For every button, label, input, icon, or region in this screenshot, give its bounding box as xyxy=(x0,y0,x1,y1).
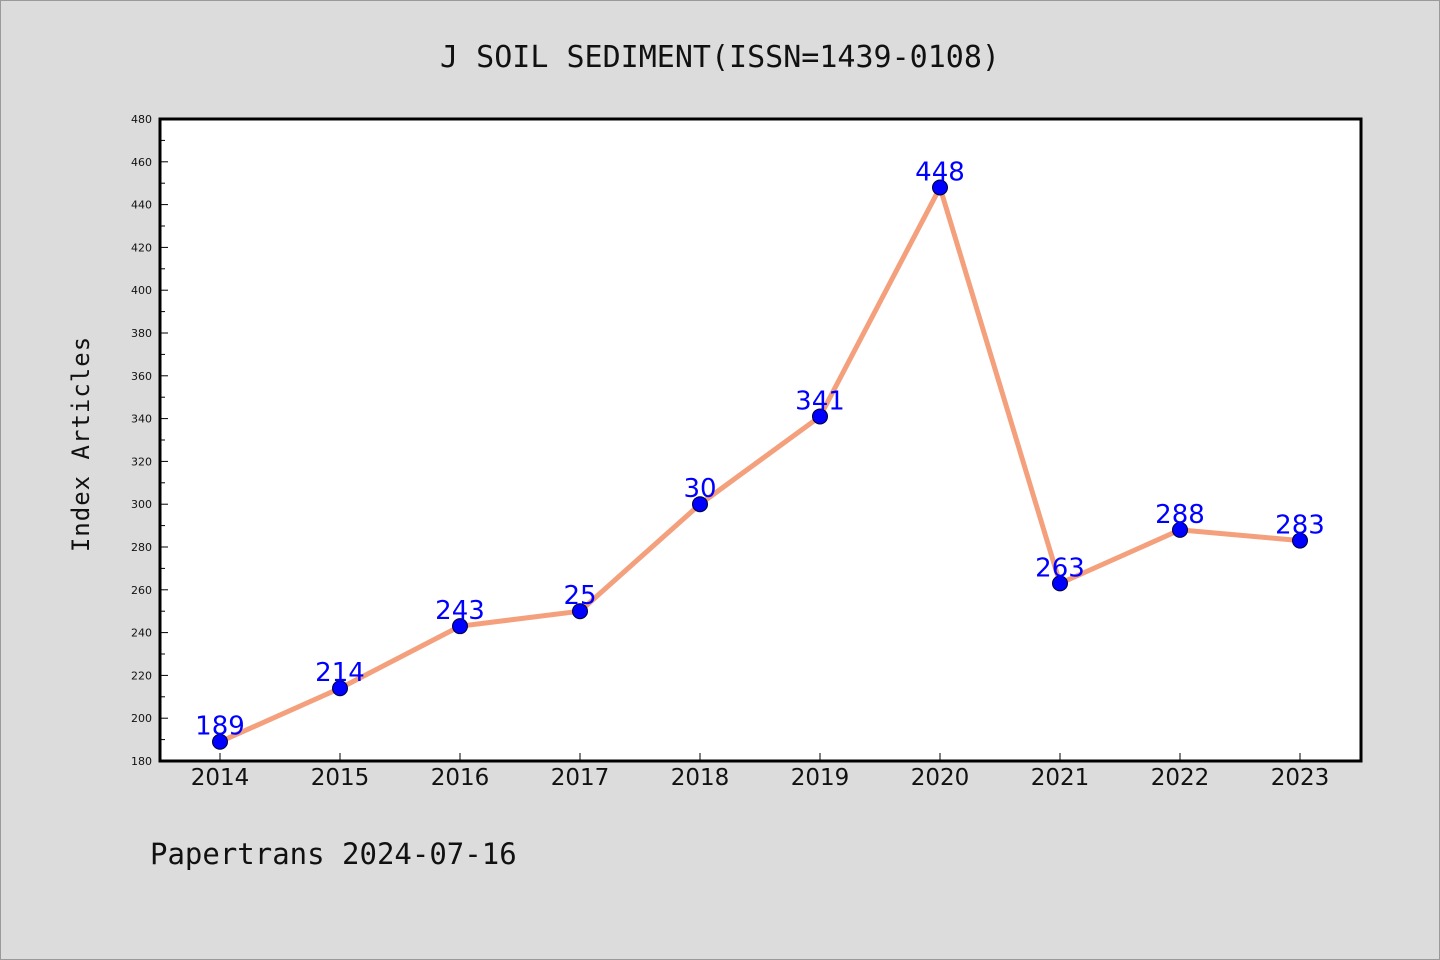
x-tick-label: 2022 xyxy=(1151,765,1210,791)
data-point xyxy=(452,618,468,635)
series-line-segment xyxy=(217,685,343,745)
y-tick-label: 280 xyxy=(131,541,152,554)
data-point xyxy=(1052,575,1068,592)
y-tick-label: 400 xyxy=(131,284,152,297)
data-point xyxy=(812,408,828,425)
series-line-segment xyxy=(937,184,1063,586)
data-label: 448 xyxy=(915,157,965,187)
x-tick-label: 2017 xyxy=(551,765,610,791)
data-label: 214 xyxy=(315,658,365,688)
data-label: 30 xyxy=(683,474,716,504)
x-tick-label: 2014 xyxy=(191,765,250,791)
footer-watermark: Papertrans 2024-07-16 xyxy=(150,837,517,871)
plot-area xyxy=(158,117,1363,763)
data-point xyxy=(212,733,228,750)
y-tick-label: 220 xyxy=(131,669,152,682)
data-label: 341 xyxy=(795,386,845,416)
x-tick-label: 2023 xyxy=(1271,765,1330,791)
x-tick-label: 2020 xyxy=(911,765,970,791)
series-line-segment xyxy=(697,413,823,507)
y-tick-label: 480 xyxy=(131,113,152,126)
y-tick-label: 460 xyxy=(131,156,152,169)
data-point xyxy=(932,179,948,196)
x-tick-label: 2015 xyxy=(311,765,370,791)
y-tick-label: 200 xyxy=(131,712,152,725)
series-line-segment xyxy=(577,501,703,614)
data-label: 189 xyxy=(195,712,245,742)
data-label: 288 xyxy=(1155,500,1205,530)
data-label: 25 xyxy=(563,581,596,611)
data-point xyxy=(572,603,588,620)
data-labels-group: 189 214 243 25 30 341 448 263 288 283 xyxy=(195,157,1325,741)
y-axis-ticks: 180 200 220 240 260 280 300 320 340 360 380 400 420 4… xyxy=(131,113,168,768)
y-tick-label: 320 xyxy=(131,455,152,468)
data-point xyxy=(1172,521,1188,538)
y-tick-label: 300 xyxy=(131,498,152,511)
series-line-segment xyxy=(1057,527,1183,586)
series-line-group xyxy=(217,184,1303,745)
data-point xyxy=(1292,532,1308,549)
x-tick-label: 2018 xyxy=(671,765,730,791)
x-tick-label: 2021 xyxy=(1031,765,1090,791)
y-axis-label: Index Articles xyxy=(67,336,95,552)
data-label: 283 xyxy=(1275,511,1325,541)
y-tick-label: 180 xyxy=(131,755,152,768)
x-axis-ticks: 2014 2015 2016 2017 2018 2019 2020 2021 2022 2023 xyxy=(191,753,1330,791)
y-tick-label: 380 xyxy=(131,327,152,340)
series-line-segment xyxy=(1177,527,1303,544)
y-tick-label: 360 xyxy=(131,370,152,383)
chart-title: J SOIL SEDIMENT(ISSN=1439-0108) xyxy=(440,40,1000,75)
series-line-segment xyxy=(817,184,943,419)
series-points-group xyxy=(212,179,1308,750)
y-tick-label: 240 xyxy=(131,627,152,640)
data-label: 263 xyxy=(1035,553,1085,583)
y-tick-label: 440 xyxy=(131,199,152,212)
y-tick-label: 260 xyxy=(131,584,152,597)
series-line-segment xyxy=(337,623,463,691)
x-tick-label: 2016 xyxy=(431,765,490,791)
series-line-segment xyxy=(457,608,583,629)
y-tick-label: 340 xyxy=(131,413,152,426)
data-label: 243 xyxy=(435,596,485,626)
y-tick-label: 420 xyxy=(131,241,152,254)
x-tick-label: 2019 xyxy=(791,765,850,791)
data-point xyxy=(692,496,708,513)
data-point xyxy=(332,680,348,697)
